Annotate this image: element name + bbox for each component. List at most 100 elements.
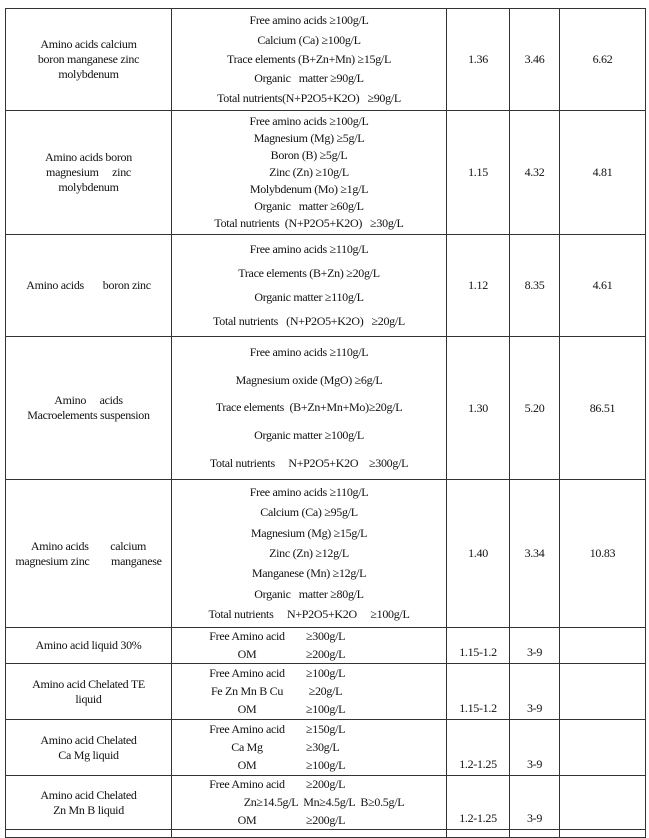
composition-line: Free Amino acid ≥150g/L — [172, 722, 446, 737]
product-name-line: liquid — [75, 691, 102, 706]
value-3-cell — [559, 775, 646, 830]
product-name-cell: Amino acid Chelated TE liquid — [5, 663, 172, 720]
value-2-cell: 3-9 — [509, 719, 560, 776]
table-row: Amino acid Chelated TE liquid Free Amino a… — [5, 663, 646, 720]
composition-line: Magnesium (Mg) ≥5g/L — [253, 131, 365, 145]
product-name-cell: Amino acid Chelated Zn Mn B liquid — [5, 775, 172, 830]
composition-line: Organic matter ≥110g/L — [254, 290, 364, 305]
composition-line: Molybdenum (Mo) ≥1g/L — [249, 182, 369, 196]
component-name: Free Amino acid — [209, 721, 285, 736]
composition-line: Free amino acids ≥110g/L — [249, 484, 369, 499]
value-2-cell: 8.35 — [509, 234, 560, 337]
product-name-line: magnesium zinc — [46, 165, 131, 179]
component-value: ≥100g/L — [306, 702, 346, 717]
product-name-line: Amino acids calcium — [30, 538, 147, 553]
table-row: Amino acids calcium boron manganese zinc m… — [5, 8, 646, 111]
product-name-line: Amino acids boron zinc — [26, 278, 151, 292]
composition-line: Total nutrients N+P2O5+K2O ≥300g/L — [209, 455, 409, 470]
composition-line: Free Amino acid ≥100g/L — [172, 666, 446, 681]
component-name: Free Amino acid — [209, 665, 285, 680]
composition-cell: Free Amino acid ≥150g/L Ca Mg ≥30g/L OM ≥100g… — [171, 719, 447, 776]
composition-line: Organic matter ≥90g/L — [254, 71, 364, 86]
component-value: ≥300g/L — [306, 629, 346, 644]
composition-line: Organic matter ≥100g/L — [254, 428, 364, 443]
table-row: Amino acids Macroelements suspension Free … — [5, 336, 646, 480]
composition-cell: Free Amino acid ≥300g/L OM ≥200g/L — [171, 627, 447, 664]
product-name-cell: Amino acids Macroelements suspension — [5, 336, 172, 480]
table-row: Amino acid liquid 30% Free Amino acid ≥300… — [5, 627, 646, 664]
composition-line: Calcium (Ca) ≥95g/L — [260, 505, 358, 520]
component-name: Ca Mg — [231, 739, 263, 754]
composition-cell: Free amino acids ≥110g/L Magnesium oxide … — [171, 336, 447, 480]
composition-line: Organic matter ≥80g/L — [254, 586, 364, 601]
composition-line: OM ≥100g/L — [172, 758, 446, 773]
value-1-cell: 1.36 — [446, 8, 510, 111]
composition-line: Free Amino acid ≥200g/L — [172, 777, 446, 792]
component-name: OM — [237, 812, 257, 827]
composition-line: Calcium (Ca) ≥100g/L — [257, 32, 361, 47]
composition-line: Magnesium oxide (MgO) ≥6g/L — [235, 372, 383, 387]
value-1-cell: 1.15-1.2 — [446, 627, 510, 664]
empty-cell — [5, 829, 172, 838]
composition-line: OM ≥100g/L — [172, 702, 446, 717]
component-name: Free Amino acid — [209, 629, 285, 644]
composition-line: Free amino acids ≥110g/L — [249, 241, 369, 256]
composition-line: Organic matter ≥60g/L — [254, 199, 364, 213]
product-name-line: Amino acids calcium — [40, 37, 137, 51]
component-value: ≥150g/L — [306, 721, 346, 736]
value-1-cell: 1.2-1.25 — [446, 775, 510, 830]
composition-cell: Free Amino acid ≥200g/L Zn≥14.5g/L Mn≥4.5g… — [171, 775, 447, 830]
product-table: Amino acids calcium boron manganese zinc m… — [5, 8, 646, 838]
product-name-line: Amino acid Chelated — [40, 732, 137, 747]
component-value: ≥100g/L — [306, 665, 346, 680]
composition-line: Total nutrients (N+P2O5+K2O) ≥30g/L — [214, 216, 404, 230]
product-name-line: Ca Mg liquid — [58, 747, 119, 762]
composition-line: Zinc (Zn) ≥12g/L — [269, 545, 349, 560]
component-value: ≥200g/L — [306, 812, 346, 827]
composition-line: Total nutrients(N+P2O5+K2O) ≥90g/L — [217, 90, 401, 105]
table-row: Amino acids boron zinc Free amino acids ≥… — [5, 234, 646, 337]
value-2-cell: 3-9 — [509, 775, 560, 830]
value-1-cell: 1.30 — [446, 336, 510, 480]
component-value: ≥20g/L — [306, 683, 343, 698]
composition-line: Free amino acids ≥100g/L — [249, 114, 369, 128]
composition-line: Magnesium (Mg) ≥15g/L — [250, 525, 368, 540]
table-row-partial — [5, 829, 646, 838]
table-row: Amino acid Chelated Ca Mg liquid Free Amin… — [5, 719, 646, 776]
composition-line: Free amino acids ≥100g/L — [249, 13, 369, 28]
table-row: Amino acids boron magnesium zinc molybdenu… — [5, 110, 646, 235]
empty-cell — [509, 829, 560, 838]
composition-line: Manganese (Mn) ≥12g/L — [251, 566, 367, 581]
empty-cell — [171, 829, 447, 838]
component-name: OM — [237, 758, 257, 773]
composition-cell: Free amino acids ≥100g/L Calcium (Ca) ≥10… — [171, 8, 447, 111]
value-2-cell: 3-9 — [509, 627, 560, 664]
composition-line: Zn≥14.5g/L Mn≥4.5g/L B≥0.5g/L — [172, 795, 446, 810]
composition-cell: Free amino acids ≥100g/L Magnesium (Mg) ≥… — [171, 110, 447, 235]
value-3-cell — [559, 719, 646, 776]
table-row: Amino acid Chelated Zn Mn B liquid Free Am… — [5, 775, 646, 830]
product-name-line: Macroelements suspension — [27, 408, 150, 422]
product-name-line: Amino acid Chelated TE — [32, 676, 145, 691]
value-3-cell: 4.81 — [559, 110, 646, 235]
component-name: OM — [237, 646, 257, 661]
component-value: ≥100g/L — [306, 758, 346, 773]
product-name-line: Amino acids — [54, 393, 123, 407]
component-value: ≥200g/L — [306, 777, 346, 792]
table-row: Amino acids calcium magnesium zinc mangan… — [5, 479, 646, 628]
value-2-cell: 3-9 — [509, 663, 560, 720]
product-name-cell: Amino acids boron magnesium zinc molybdenu… — [5, 110, 172, 235]
composition-line: Boron (B) ≥5g/L — [270, 148, 348, 162]
product-name-line: Zn Mn B liquid — [53, 802, 124, 817]
value-3-cell — [559, 627, 646, 664]
component-value: ≥30g/L — [306, 739, 340, 754]
value-2-cell: 5.20 — [509, 336, 560, 480]
component-name: Fe Zn Mn B Cu — [210, 683, 284, 698]
value-3-cell: 4.61 — [559, 234, 646, 337]
product-name-line: molybdenum — [58, 67, 119, 81]
value-1-cell: 1.2-1.25 — [446, 719, 510, 776]
product-name-line: molybdenum — [58, 180, 119, 194]
value-3-cell — [559, 663, 646, 720]
component-name: Free Amino acid — [209, 777, 285, 792]
product-name-line: Amino acid Chelated — [40, 787, 137, 802]
